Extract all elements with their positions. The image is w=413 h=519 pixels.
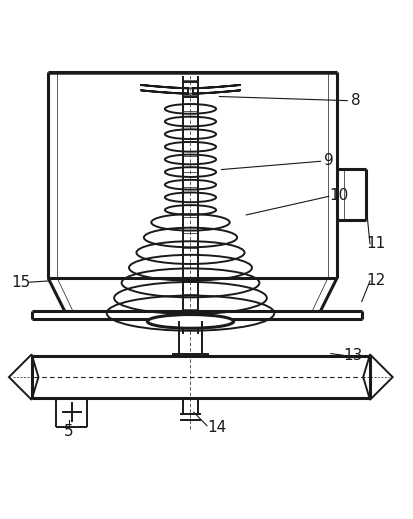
- Text: 9: 9: [323, 153, 333, 168]
- Text: 15: 15: [11, 275, 30, 290]
- Ellipse shape: [147, 315, 233, 328]
- Text: 8: 8: [350, 93, 359, 108]
- Text: 11: 11: [366, 236, 385, 251]
- Text: 10: 10: [329, 188, 348, 203]
- Text: 12: 12: [366, 274, 385, 289]
- Text: 5: 5: [64, 425, 74, 440]
- Text: 14: 14: [207, 420, 226, 435]
- Text: 13: 13: [343, 348, 362, 363]
